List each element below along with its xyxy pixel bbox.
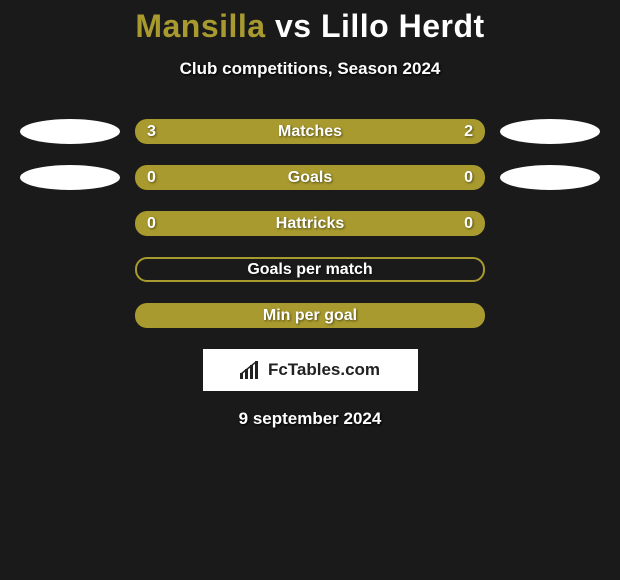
stat-row: Goals per match bbox=[0, 257, 620, 282]
stat-label: Matches bbox=[278, 123, 342, 141]
right-ellipse-spacer bbox=[500, 211, 600, 236]
left-ellipse-icon bbox=[20, 165, 120, 190]
stat-bar: 3 Matches 2 bbox=[135, 119, 485, 144]
stat-bar: Goals per match bbox=[135, 257, 485, 282]
stat-label: Min per goal bbox=[263, 307, 357, 325]
left-ellipse-spacer bbox=[20, 257, 120, 282]
stat-bar: 0 Hattricks 0 bbox=[135, 211, 485, 236]
title-player-right: Lillo Herdt bbox=[321, 8, 485, 44]
stat-row: 0 Goals 0 bbox=[0, 165, 620, 190]
right-ellipse-spacer bbox=[500, 303, 600, 328]
stat-row: 3 Matches 2 bbox=[0, 119, 620, 144]
stat-right-value: 2 bbox=[464, 123, 473, 141]
source-logo-text: FcTables.com bbox=[268, 360, 380, 380]
stat-left-value: 0 bbox=[147, 215, 156, 233]
left-ellipse-icon bbox=[20, 119, 120, 144]
stat-row: Min per goal bbox=[0, 303, 620, 328]
right-ellipse-spacer bbox=[500, 257, 600, 282]
stat-right-value: 0 bbox=[464, 169, 473, 187]
right-ellipse-icon bbox=[500, 165, 600, 190]
stat-left-value: 0 bbox=[147, 169, 156, 187]
stat-label: Hattricks bbox=[276, 215, 344, 233]
left-ellipse-spacer bbox=[20, 211, 120, 236]
page-title: Mansilla vs Lillo Herdt bbox=[0, 8, 620, 45]
stat-right-value: 0 bbox=[464, 215, 473, 233]
stat-label: Goals per match bbox=[247, 261, 372, 279]
source-logo-box: FcTables.com bbox=[203, 349, 418, 391]
stat-bar: 0 Goals 0 bbox=[135, 165, 485, 190]
subtitle: Club competitions, Season 2024 bbox=[0, 59, 620, 79]
stat-bar: Min per goal bbox=[135, 303, 485, 328]
comparison-card: Mansilla vs Lillo Herdt Club competition… bbox=[0, 0, 620, 580]
stat-row: 0 Hattricks 0 bbox=[0, 211, 620, 236]
title-player-left: Mansilla bbox=[135, 8, 265, 44]
date-text: 9 september 2024 bbox=[0, 409, 620, 429]
stat-rows: 3 Matches 2 0 Goals 0 0 Hattricks 0 Goals per mat… bbox=[0, 119, 620, 328]
right-ellipse-icon bbox=[500, 119, 600, 144]
left-ellipse-spacer bbox=[20, 303, 120, 328]
stat-left-value: 3 bbox=[147, 123, 156, 141]
title-vs: vs bbox=[275, 8, 312, 44]
stat-label: Goals bbox=[288, 169, 332, 187]
bar-chart-icon bbox=[240, 361, 262, 379]
